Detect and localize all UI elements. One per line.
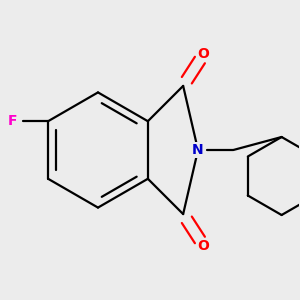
Text: O: O [198, 47, 209, 61]
Text: F: F [8, 114, 18, 128]
Text: N: N [192, 143, 204, 157]
Text: O: O [198, 239, 209, 253]
